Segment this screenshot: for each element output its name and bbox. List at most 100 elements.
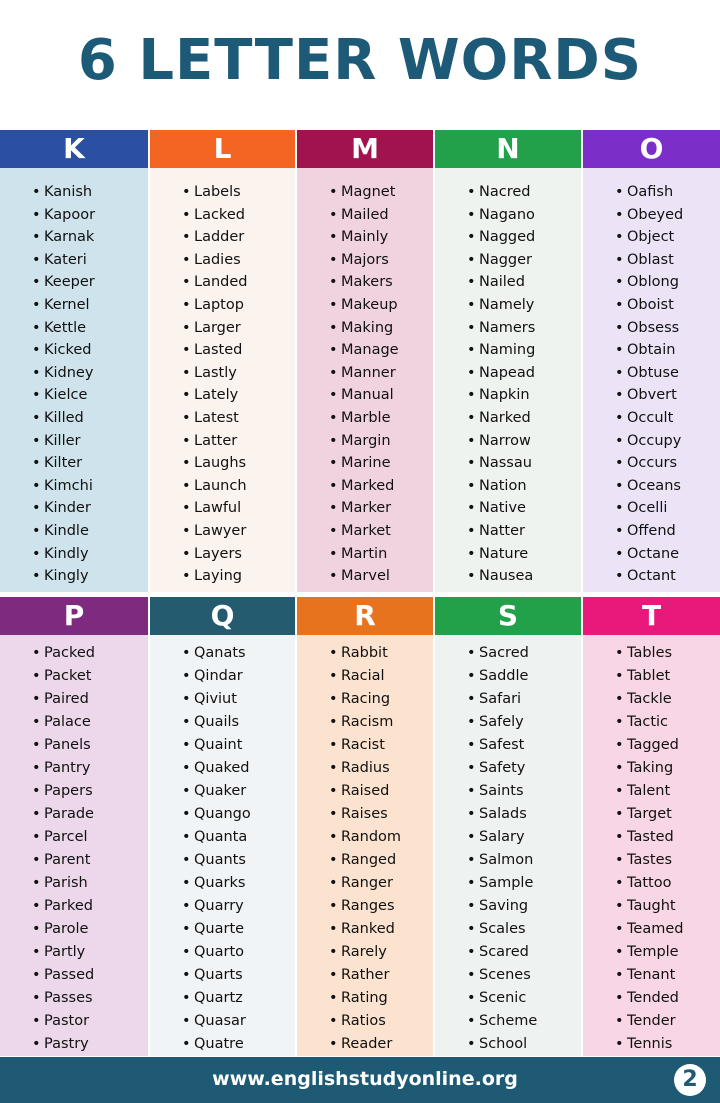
word: Rabbit bbox=[329, 643, 388, 663]
word: Racial bbox=[329, 666, 384, 686]
word: Marvel bbox=[329, 566, 390, 586]
word: Ranger bbox=[329, 873, 393, 893]
word: Racing bbox=[329, 689, 390, 709]
word: Latest bbox=[182, 408, 239, 428]
word: Keeper bbox=[32, 272, 95, 292]
word: Tended bbox=[615, 988, 679, 1008]
word: Nailed bbox=[467, 272, 525, 292]
word: Killer bbox=[32, 431, 81, 451]
word: Quarts bbox=[182, 965, 243, 985]
word: Tastes bbox=[615, 850, 672, 870]
word: Scenic bbox=[467, 988, 526, 1008]
word: Martin bbox=[329, 544, 387, 564]
word: Saddle bbox=[467, 666, 529, 686]
word: Karnak bbox=[32, 227, 94, 247]
word: Napead bbox=[467, 363, 535, 383]
word: Occupy bbox=[615, 431, 681, 451]
word: Laptop bbox=[182, 295, 244, 315]
word: Safely bbox=[467, 712, 524, 732]
letter-header: M bbox=[297, 130, 433, 168]
word: Saints bbox=[467, 781, 523, 801]
word: Nagger bbox=[467, 250, 532, 270]
word: Layers bbox=[182, 544, 242, 564]
word: Ranged bbox=[329, 850, 396, 870]
letter-header: S bbox=[435, 597, 581, 635]
word: Tablet bbox=[615, 666, 670, 686]
word: Namely bbox=[467, 295, 534, 315]
word: Raised bbox=[329, 781, 389, 801]
word: Sample bbox=[467, 873, 533, 893]
word: Ladder bbox=[182, 227, 244, 247]
word: Occult bbox=[615, 408, 673, 428]
title: 6 LETTER WORDS bbox=[77, 28, 643, 93]
word: Quaint bbox=[182, 735, 243, 755]
word: Target bbox=[615, 804, 672, 824]
word: Teamed bbox=[615, 919, 684, 939]
word: Temple bbox=[615, 942, 679, 962]
word: Quarto bbox=[182, 942, 244, 962]
word: Kernel bbox=[32, 295, 89, 315]
word: Kinder bbox=[32, 498, 91, 518]
word: Marine bbox=[329, 453, 390, 473]
word: Random bbox=[329, 827, 401, 847]
word: Obeyed bbox=[615, 205, 683, 225]
word: Obtuse bbox=[615, 363, 679, 383]
letter-header: K bbox=[0, 130, 148, 168]
word: Natter bbox=[467, 521, 525, 541]
letter-header: T bbox=[583, 597, 720, 635]
word: Quaked bbox=[182, 758, 249, 778]
word: Taught bbox=[615, 896, 676, 916]
letter-header: R bbox=[297, 597, 433, 635]
word: Kidney bbox=[32, 363, 94, 383]
word: Tables bbox=[615, 643, 672, 663]
word: Packed bbox=[32, 643, 95, 663]
word: Mailed bbox=[329, 205, 388, 225]
letter-header: N bbox=[435, 130, 581, 168]
word: Qiviut bbox=[182, 689, 237, 709]
word: Obtain bbox=[615, 340, 676, 360]
word: Lacked bbox=[182, 205, 245, 225]
word: Latter bbox=[182, 431, 237, 451]
word: Makeup bbox=[329, 295, 398, 315]
word: Object bbox=[615, 227, 674, 247]
word: Salmon bbox=[467, 850, 533, 870]
word: Parish bbox=[32, 873, 88, 893]
word: Manage bbox=[329, 340, 399, 360]
word: Scales bbox=[467, 919, 525, 939]
word: Quants bbox=[182, 850, 246, 870]
word: Kilter bbox=[32, 453, 82, 473]
word: Killed bbox=[32, 408, 84, 428]
word: Quanta bbox=[182, 827, 247, 847]
word: Ladies bbox=[182, 250, 241, 270]
word: Nagged bbox=[467, 227, 535, 247]
word: Makers bbox=[329, 272, 393, 292]
word: Nassau bbox=[467, 453, 532, 473]
word: Kettle bbox=[32, 318, 86, 338]
word: Obvert bbox=[615, 385, 677, 405]
word: Kicked bbox=[32, 340, 91, 360]
word: Kateri bbox=[32, 250, 87, 270]
word: Quartz bbox=[182, 988, 243, 1008]
word: Ranked bbox=[329, 919, 395, 939]
word: Qanats bbox=[182, 643, 246, 663]
word: Parcel bbox=[32, 827, 87, 847]
word: Safest bbox=[467, 735, 524, 755]
word: Saving bbox=[467, 896, 528, 916]
page-number: 2 bbox=[674, 1064, 706, 1096]
word: Manner bbox=[329, 363, 396, 383]
word: Racist bbox=[329, 735, 385, 755]
word: Kimchi bbox=[32, 476, 93, 496]
word: Ocelli bbox=[615, 498, 668, 518]
word: Larger bbox=[182, 318, 241, 338]
word: Magnet bbox=[329, 182, 395, 202]
word: Occurs bbox=[615, 453, 677, 473]
word: Quarry bbox=[182, 896, 244, 916]
word: Nature bbox=[467, 544, 528, 564]
word: Napkin bbox=[467, 385, 529, 405]
word: Rather bbox=[329, 965, 390, 985]
word: Oblong bbox=[615, 272, 679, 292]
word: Quarte bbox=[182, 919, 244, 939]
word: Tender bbox=[615, 1011, 675, 1031]
word: Quasar bbox=[182, 1011, 246, 1031]
word: Octane bbox=[615, 544, 679, 564]
